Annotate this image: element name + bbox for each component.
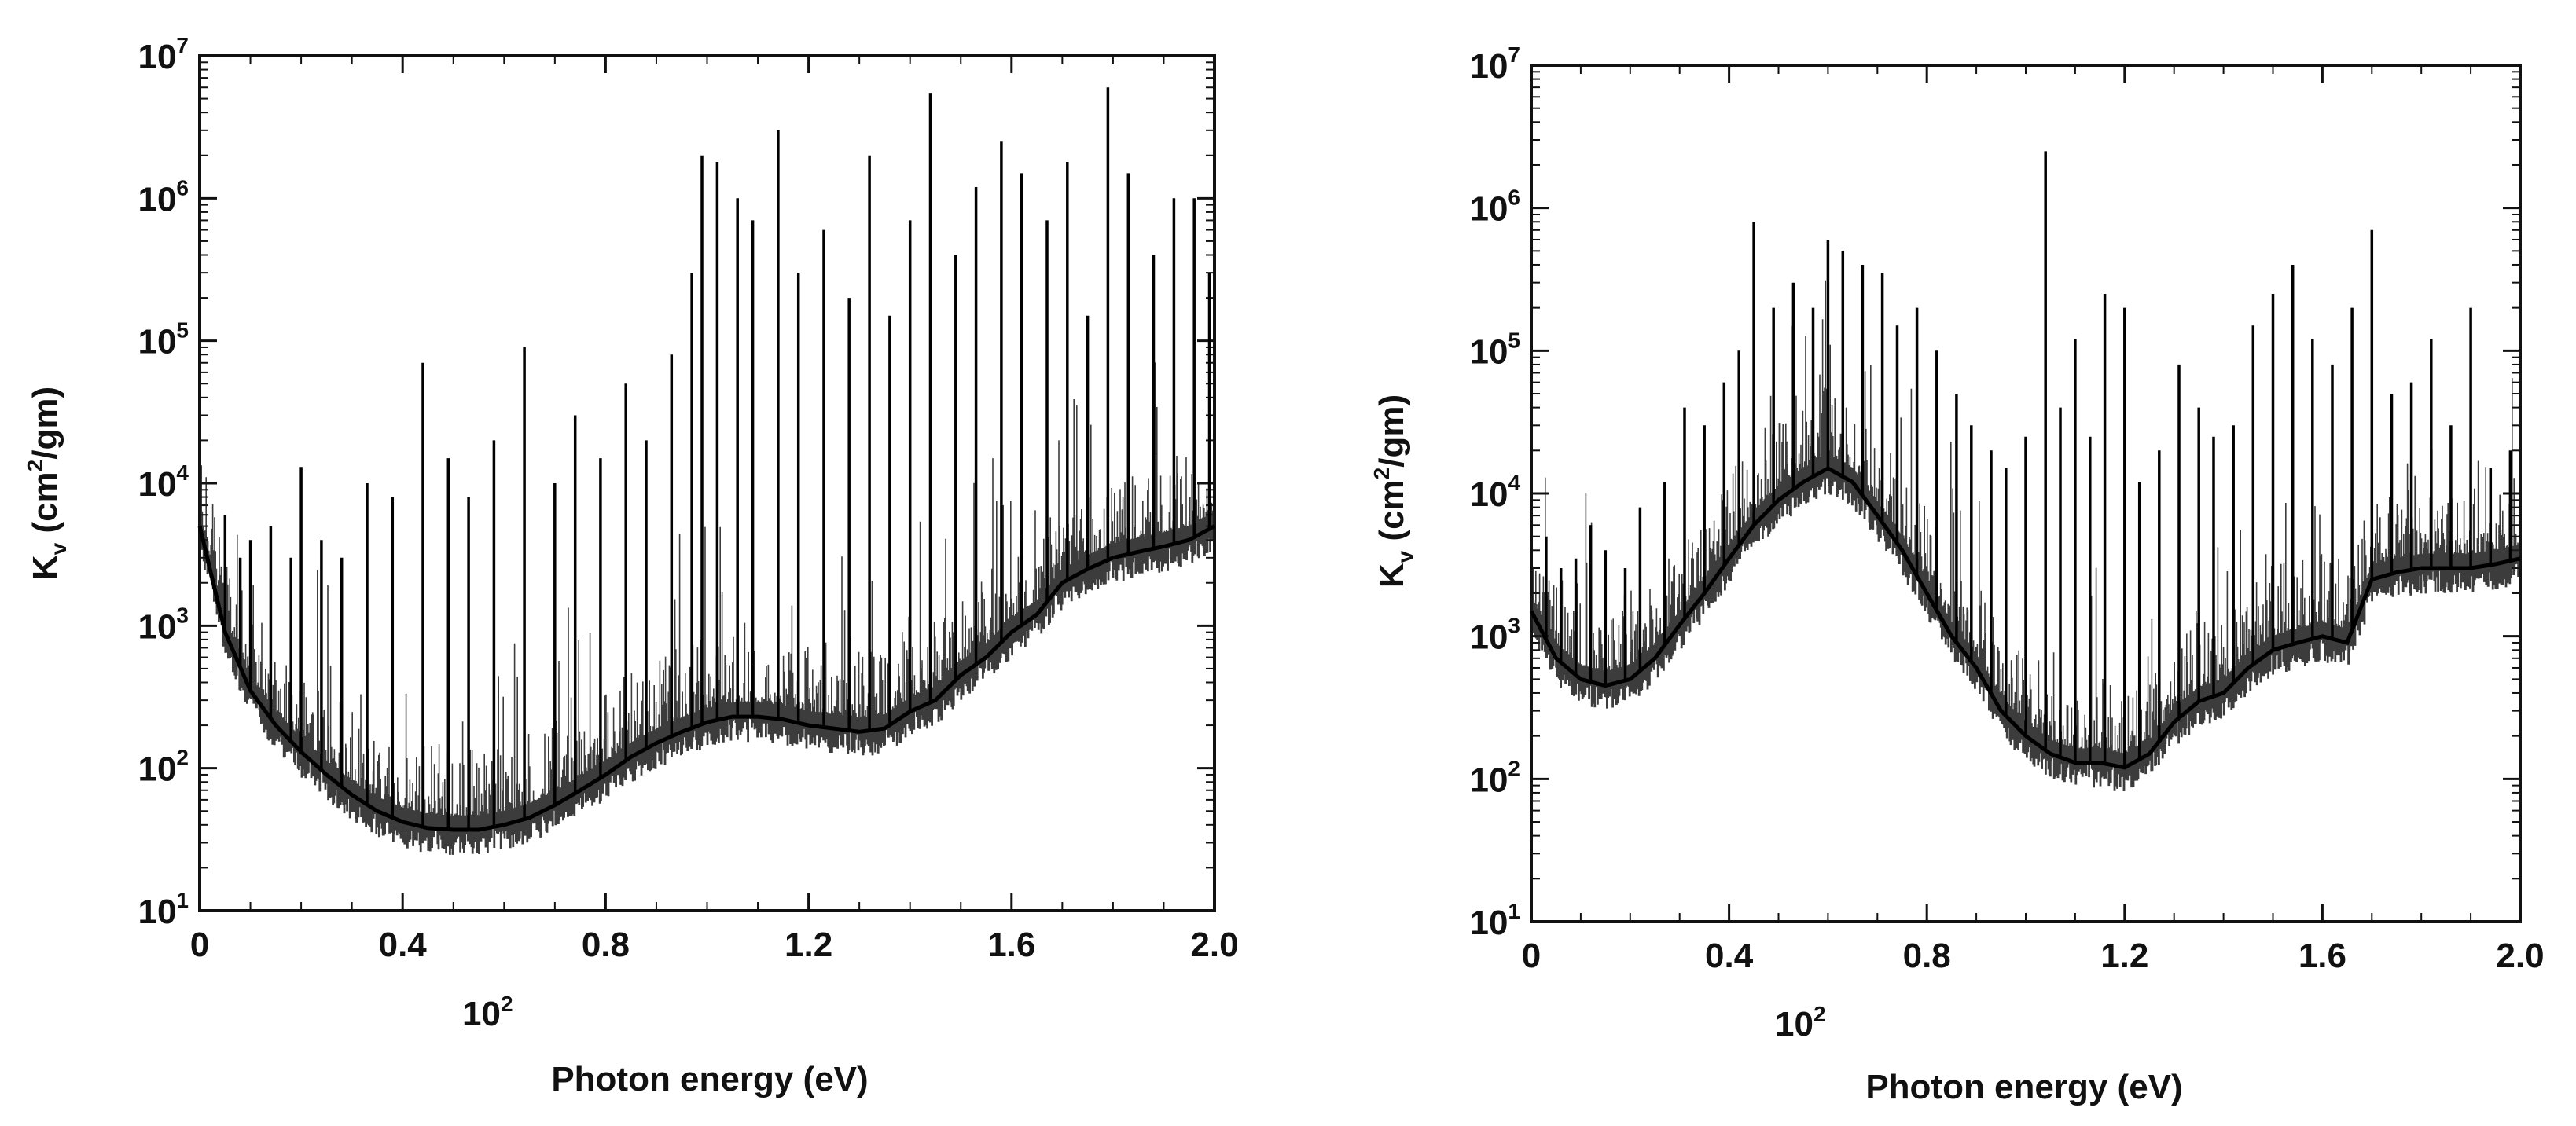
y-tick-label: 104 bbox=[138, 460, 189, 504]
y-tick-label: 103 bbox=[1469, 614, 1520, 657]
y-tick-label: 102 bbox=[138, 746, 189, 789]
y-tick-label: 102 bbox=[1469, 756, 1520, 799]
x-axis-label: Photon energy (eV) bbox=[1865, 1068, 2182, 1106]
y-tick-base: 10 bbox=[138, 38, 176, 76]
spectrum-texture bbox=[200, 362, 1215, 855]
y-tick-exponent: 3 bbox=[1508, 614, 1520, 638]
x-tick-label: 0 bbox=[190, 926, 209, 964]
x-tick-label: 0.8 bbox=[582, 926, 630, 964]
y-tick-label: 101 bbox=[1469, 899, 1520, 942]
y-tick-exponent: 5 bbox=[1508, 328, 1520, 352]
x-tick-label: 1.2 bbox=[785, 926, 832, 964]
y-tick-label: 105 bbox=[138, 318, 189, 361]
y-tick-label: 107 bbox=[138, 33, 189, 76]
x-tick-label: 0.4 bbox=[1705, 937, 1754, 975]
y-tick-exponent: 6 bbox=[176, 175, 189, 200]
y-tick-exponent: 7 bbox=[1508, 42, 1520, 67]
x-tick-label: 0 bbox=[1522, 937, 1541, 975]
y-tick-base: 10 bbox=[1469, 475, 1508, 514]
x-tick-label: 2.0 bbox=[1190, 926, 1238, 964]
y-tick-exponent: 2 bbox=[1508, 756, 1520, 780]
x-tick-label: 1.2 bbox=[2100, 937, 2148, 975]
x-axis-label: Photon energy (eV) bbox=[551, 1060, 868, 1098]
y-tick-exponent: 4 bbox=[176, 460, 189, 485]
y-axis-label: Kv (cm2/gm) bbox=[23, 387, 71, 580]
y-tick-base: 10 bbox=[1469, 618, 1508, 657]
continuum-line bbox=[197, 524, 1216, 832]
y-tick-exponent: 3 bbox=[176, 603, 189, 627]
y-tick-label: 104 bbox=[1469, 471, 1520, 514]
y-tick-label: 106 bbox=[1469, 185, 1520, 229]
y-tick-base: 10 bbox=[138, 607, 176, 646]
y-tick-base: 10 bbox=[138, 465, 176, 504]
y-tick-exponent: 2 bbox=[176, 746, 189, 770]
y-tick-base: 10 bbox=[138, 750, 176, 789]
y-tick-base: 10 bbox=[1469, 190, 1508, 229]
y-tick-base: 10 bbox=[1469, 904, 1508, 942]
x-tick-label: 0.4 bbox=[379, 926, 428, 964]
x-tick-label: 1.6 bbox=[987, 926, 1035, 964]
x-tick-label: 0.8 bbox=[1903, 937, 1951, 975]
y-tick-base: 10 bbox=[1469, 761, 1508, 799]
y-tick-base: 10 bbox=[138, 893, 176, 931]
y-tick-base: 10 bbox=[1469, 47, 1508, 86]
x-multiplier-label: 102 bbox=[462, 992, 513, 1033]
y-tick-label: 103 bbox=[138, 603, 189, 646]
y-tick-exponent: 5 bbox=[176, 318, 189, 343]
x-tick-label: 1.6 bbox=[2299, 937, 2346, 975]
y-tick-label: 101 bbox=[138, 888, 189, 931]
x-multiplier-label: 102 bbox=[1775, 1002, 1826, 1043]
y-tick-label: 105 bbox=[1469, 328, 1520, 371]
y-tick-exponent: 4 bbox=[1508, 471, 1520, 495]
y-axis-label: Kv (cm2/gm) bbox=[1369, 394, 1417, 588]
y-tick-exponent: 1 bbox=[176, 888, 189, 912]
y-tick-exponent: 6 bbox=[1508, 185, 1520, 210]
y-tick-base: 10 bbox=[138, 323, 176, 361]
y-tick-base: 10 bbox=[1469, 332, 1508, 371]
x-tick-label: 2.0 bbox=[2496, 937, 2544, 975]
y-tick-label: 107 bbox=[1469, 42, 1520, 86]
y-tick-exponent: 7 bbox=[176, 33, 189, 57]
y-tick-base: 10 bbox=[138, 180, 176, 218]
y-tick-label: 106 bbox=[138, 175, 189, 218]
y-tick-exponent: 1 bbox=[1508, 899, 1520, 923]
